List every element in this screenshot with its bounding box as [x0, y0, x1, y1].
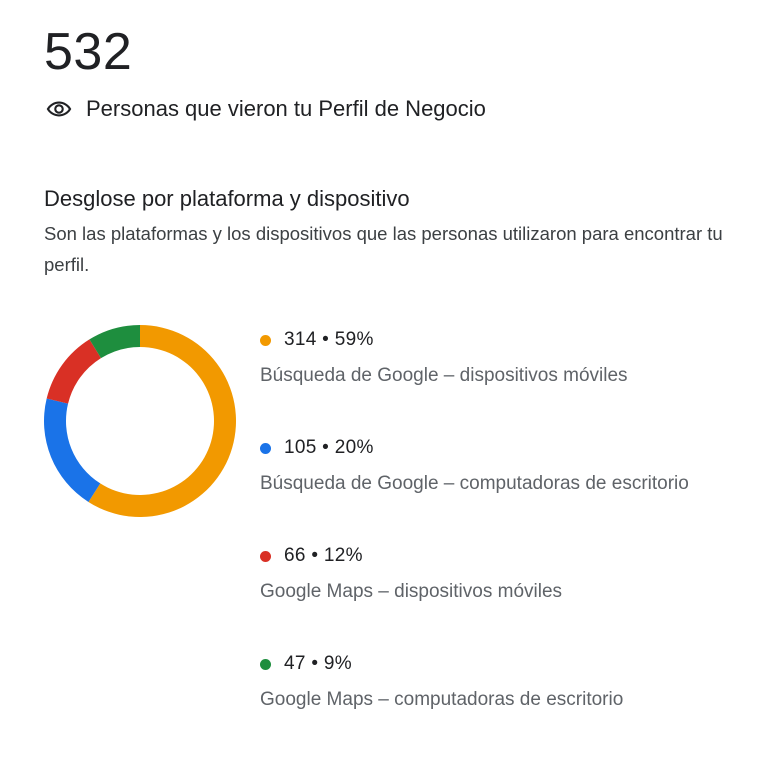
legend-item-search-desktop: 105 • 20% Búsqueda de Google – computado… [260, 433, 770, 541]
donut-slice-3 [89, 325, 140, 359]
legend-label: Búsqueda de Google – dispositivos móvile… [260, 365, 628, 386]
eye-icon [44, 94, 74, 124]
legend-item-maps-desktop: 47 • 9% Google Maps – computadoras de es… [260, 649, 770, 757]
legend-value: 47 • 9% [284, 653, 352, 674]
chart-legend: 314 • 59% Búsqueda de Google – dispositi… [260, 325, 770, 757]
donut-slice-0 [88, 325, 236, 517]
legend-value: 314 • 59% [284, 329, 374, 350]
legend-item-search-mobile: 314 • 59% Búsqueda de Google – dispositi… [260, 325, 770, 433]
donut-chart [44, 325, 236, 517]
legend-label: Google Maps – dispositivos móviles [260, 581, 563, 602]
legend-value: 66 • 12% [284, 545, 363, 566]
donut-slice-2 [46, 339, 102, 404]
legend-label: Búsqueda de Google – computadoras de esc… [260, 473, 689, 494]
views-summary: Personas que vieron tu Perfil de Negocio [44, 94, 486, 124]
breakdown-description: Son las plataformas y los dispositivos q… [44, 223, 723, 275]
legend-label: Google Maps – computadoras de escritorio [260, 689, 624, 710]
legend-dot [260, 442, 271, 454]
breakdown-title: Desglose por plataforma y dispositivo [44, 186, 410, 211]
views-total: 532 [44, 23, 133, 81]
legend-dot [260, 658, 271, 670]
legend-item-maps-mobile: 66 • 12% Google Maps – dispositivos móvi… [260, 541, 770, 649]
views-label: Personas que vieron tu Perfil de Negocio [86, 96, 486, 121]
legend-dot [260, 334, 271, 346]
legend-value: 105 • 20% [284, 437, 374, 458]
donut-slice-1 [44, 398, 101, 502]
legend-dot [260, 550, 271, 562]
